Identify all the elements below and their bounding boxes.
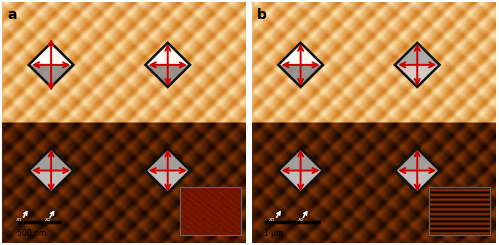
Polygon shape [29, 65, 73, 87]
Text: a: a [7, 8, 17, 23]
Polygon shape [395, 171, 440, 193]
Text: $x_1$: $x_1$ [14, 216, 23, 224]
Polygon shape [29, 148, 73, 171]
Polygon shape [29, 171, 73, 193]
Polygon shape [145, 43, 190, 65]
Polygon shape [278, 148, 323, 171]
Text: 500 nm: 500 nm [17, 229, 46, 238]
Text: 1 μm: 1 μm [264, 229, 283, 238]
Polygon shape [29, 43, 73, 65]
Text: $x_2$: $x_2$ [297, 216, 305, 224]
Text: $x_2$: $x_2$ [44, 216, 52, 224]
Polygon shape [395, 43, 440, 65]
Polygon shape [145, 65, 190, 87]
Text: $x_1$: $x_1$ [268, 216, 276, 224]
Polygon shape [395, 148, 440, 171]
Polygon shape [395, 65, 440, 87]
Polygon shape [145, 148, 190, 171]
Polygon shape [278, 171, 323, 193]
Polygon shape [278, 65, 323, 87]
Polygon shape [278, 43, 323, 65]
Polygon shape [145, 171, 190, 193]
Text: b: b [257, 8, 267, 23]
